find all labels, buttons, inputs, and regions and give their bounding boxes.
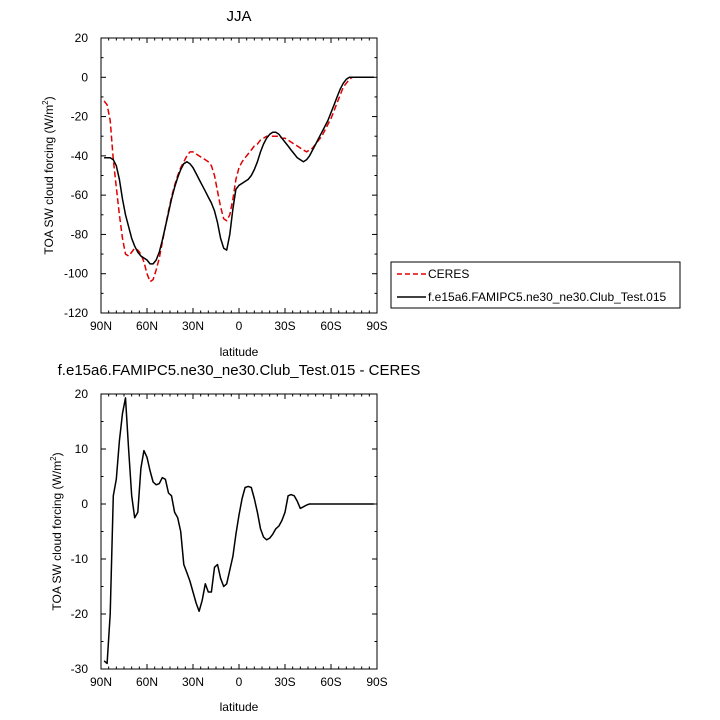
top-chart-x-ticks: 90N 60N 30N 0 30S 60S 90S [90, 38, 388, 333]
top-chart-y-tick-label: -100 [64, 267, 88, 281]
top-chart-x-tick-label: 30S [274, 319, 295, 333]
bottom-chart-plot-frame [100, 393, 378, 670]
bottom-chart-x-axis-label: latitude [220, 700, 259, 714]
top-chart-y-ticks: -120 -100 -80 -60 -40 -20 0 20 [64, 31, 377, 320]
top-chart-y-tick-label: -20 [71, 110, 89, 124]
bottom-chart-x-tick-label: 60S [320, 675, 341, 689]
top-chart-y-tick-label: -120 [64, 306, 88, 320]
top-chart-x-tick-label: 90N [90, 319, 112, 333]
top-chart-x-tick-label: 60S [320, 319, 341, 333]
top-chart-y-tick-label: -80 [71, 227, 89, 241]
bottom-chart-series-line-1 [103, 397, 374, 665]
top-chart-y-tick-label: -40 [71, 149, 89, 163]
top-chart-legend: CERES f.e15a6.FAMIPC5.ne30_ne30.Club_Tes… [390, 261, 681, 309]
bottom-chart-x-tick-label: 90N [90, 675, 112, 689]
top-chart: JJA 90N 60N 30N 0 30S 60S 90S -120 -100 -80 -60 -4… [41, 8, 681, 359]
top-chart-y-tick-label: -60 [71, 188, 89, 202]
bottom-chart-y-tick-label: -10 [71, 552, 89, 566]
top-chart-series [103, 76, 374, 283]
top-chart-x-tick-label: 0 [236, 319, 243, 333]
top-chart-y-axis-label: TOA SW cloud forcing (W/m2) [41, 96, 56, 254]
bottom-chart: f.e15a6.FAMIPC5.ne30_ne30.Club_Test.015 … [49, 362, 420, 714]
bottom-chart-y-axis-label: TOA SW cloud forcing (W/m2) [49, 452, 64, 610]
top-chart-x-axis-label: latitude [220, 345, 259, 359]
legend-label-ceres: CERES [428, 267, 469, 281]
bottom-chart-x-tick-label: 0 [236, 675, 243, 689]
top-chart-plot-frame [100, 37, 378, 314]
bottom-chart-x-tick-label: 90S [366, 675, 387, 689]
top-chart-y-tick-label: 0 [81, 70, 88, 84]
bottom-chart-y-tick-label: 20 [75, 387, 89, 401]
bottom-chart-y-tick-label: -30 [71, 662, 89, 676]
bottom-chart-x-ticks: 90N 60N 30N 0 30S 60S 90S [90, 394, 388, 689]
top-chart-series-line-2 [104, 76, 374, 265]
bottom-chart-x-tick-label: 60N [136, 675, 158, 689]
bottom-chart-title: f.e15a6.FAMIPC5.ne30_ne30.Club_Test.015 … [58, 362, 421, 379]
bottom-chart-y-ticks: -30 -20 -10 0 10 20 [71, 387, 377, 676]
bottom-chart-x-tick-label: 30N [182, 675, 204, 689]
top-chart-x-tick-label: 60N [136, 319, 158, 333]
bottom-chart-y-tick-label: 10 [75, 442, 89, 456]
top-chart-title: JJA [226, 8, 251, 25]
bottom-chart-series [103, 397, 374, 665]
legend-label-model: f.e15a6.FAMIPC5.ne30_ne30.Club_Test.015 [428, 290, 666, 304]
top-chart-x-tick-label: 30N [182, 319, 204, 333]
top-chart-y-tick-label: 20 [75, 31, 89, 45]
top-chart-x-tick-label: 90S [366, 319, 387, 333]
bottom-chart-y-tick-label: -20 [71, 607, 89, 621]
top-chart-series-line-1 [103, 76, 374, 283]
top-chart-legend-box [390, 261, 681, 309]
bottom-chart-x-tick-label: 30S [274, 675, 295, 689]
bottom-chart-y-tick-label: 0 [81, 497, 88, 511]
